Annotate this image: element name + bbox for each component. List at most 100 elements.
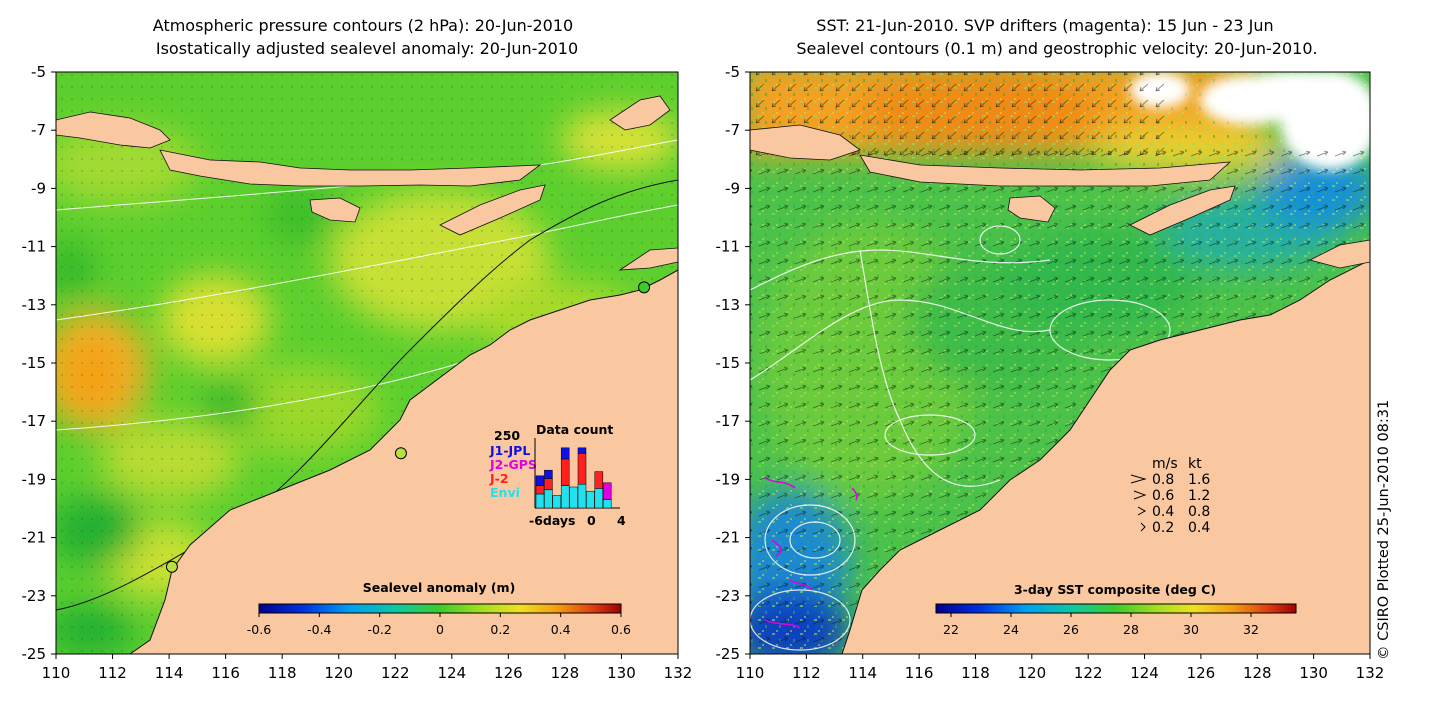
colorbar-tick-label: -0.4 — [307, 622, 331, 637]
colorbar-tick-label: 0.2 — [490, 622, 510, 637]
y-tick-label: -11 — [22, 238, 47, 256]
data-count-bar — [560, 447, 570, 460]
colorbar-tick-label: 30 — [1183, 622, 1199, 637]
y-tick-label: -13 — [716, 296, 741, 314]
x-tick-label: 114 — [848, 664, 877, 682]
sealevel-contours — [750, 225, 1171, 651]
y-tick-label: -23 — [716, 587, 741, 605]
data-count-legend-entry: J1-JPL — [489, 443, 530, 458]
sst-colorbar-ramp — [935, 603, 1297, 614]
y-tick-label: -21 — [22, 529, 47, 547]
east-island — [609, 95, 671, 131]
x-tick-label: 126 — [1187, 664, 1216, 682]
sealevel-colorbar-ticks: -0.6 -0.4 -0.2 0 0.2 0.4 0.6 — [247, 613, 631, 637]
sealevel-anomaly-panel: Atmospheric pressure contours (2 hPa): 2… — [22, 16, 693, 682]
svp-drifters — [764, 477, 858, 629]
x-tick-label: 112 — [792, 664, 821, 682]
tide-gauges — [165, 281, 651, 573]
y-tick-label: -9 — [31, 179, 46, 197]
sealevel-colorbar: Sealevel anomaly (m) -0.6 -0.4 -0.2 0 0.2 0.4… — [247, 580, 631, 637]
y-tick-label: -17 — [716, 412, 741, 430]
data-count-bar — [552, 495, 562, 509]
colorbar-tick-label: 24 — [1003, 622, 1019, 637]
data-count-legend-entry: J2-GPS — [489, 457, 537, 472]
data-count-bar — [577, 447, 587, 454]
y-tick-label: -19 — [716, 470, 741, 488]
data-count-bar — [586, 490, 595, 509]
data-count-bar — [544, 469, 553, 479]
velocity-key-kt: 1.6 — [1188, 472, 1210, 488]
colorbar-tick-label: -0.2 — [367, 622, 391, 637]
data-count-title: Data count — [536, 422, 613, 437]
data-count-ymax: 250 — [494, 428, 520, 443]
data-count-bar — [594, 471, 604, 489]
left-title-line1: Atmospheric pressure contours (2 hPa): 2… — [153, 16, 573, 35]
x-tick-label: 128 — [551, 664, 580, 682]
x-tick-label: 126 — [494, 664, 523, 682]
velocity-key-arrow — [1133, 490, 1147, 500]
data-count-bars — [535, 447, 612, 509]
x-tick-label: 114 — [155, 664, 184, 682]
timor-island — [439, 184, 546, 236]
sealevel-colorbar-ramp — [258, 603, 622, 614]
y-tick-label: -15 — [22, 354, 47, 372]
data-count-bar — [544, 489, 553, 509]
x-tick-label: 110 — [736, 664, 765, 682]
velocity-key-ms: 0.4 — [1152, 504, 1174, 520]
x-tick-label: 110 — [42, 664, 71, 682]
x-tick-label: 132 — [664, 664, 693, 682]
velocity-key-arrow — [1130, 474, 1147, 484]
x-tick-label: 124 — [437, 664, 466, 682]
velocity-key-kt: 0.4 — [1188, 520, 1210, 536]
x-tick-label: 118 — [268, 664, 297, 682]
y-tick-label: -25 — [716, 645, 741, 663]
bathymetry-contour — [56, 179, 678, 611]
data-count-bar — [602, 499, 612, 509]
colorbar-tick-label: -0.6 — [247, 622, 271, 637]
data-count-tick-4: 4 — [617, 513, 626, 528]
data-count-bar — [535, 485, 545, 495]
velocity-key: m/s kt 0.8 1.60.6 1.20.4 0.80.2 0.4 — [1130, 456, 1210, 536]
data-count-bar — [560, 458, 570, 486]
right-map — [750, 72, 1370, 654]
sst-colorbar-label: 3-day SST composite (deg C) — [1014, 582, 1216, 597]
right-java-island — [750, 124, 861, 161]
y-tick-label: -5 — [725, 63, 740, 81]
sumba-island — [309, 197, 361, 223]
data-count-tick-0: 0 — [587, 513, 596, 528]
data-count-bar — [535, 475, 545, 486]
x-tick-label: 130 — [1299, 664, 1328, 682]
x-tick-label: 130 — [607, 664, 636, 682]
right-sumba-island — [1007, 195, 1056, 223]
colorbar-tick-label: 0.6 — [611, 622, 631, 637]
data-count-bar — [594, 488, 604, 509]
data-count-legend-entry: J-2 — [489, 471, 509, 486]
velocity-key-kt: 0.8 — [1188, 504, 1210, 520]
y-tick-label: -5 — [31, 63, 46, 81]
right-y-axis: -5 -7 -9 -11 -13 -15 -17 -19 -21 -23 -25 — [716, 63, 750, 663]
sst-panel: SST: 21-Jun-2010. SVP drifters (magenta)… — [716, 16, 1385, 682]
data-count-bar — [544, 478, 553, 491]
velocity-key-kt: 1.2 — [1188, 488, 1210, 504]
right-title-line2: Sealevel contours (0.1 m) and geostrophi… — [796, 39, 1317, 58]
colorbar-tick-label: 0 — [436, 622, 444, 637]
x-tick-label: 128 — [1243, 664, 1272, 682]
x-tick-label: 116 — [905, 664, 934, 682]
velocity-key-ms: 0.8 — [1152, 472, 1174, 488]
y-tick-label: -9 — [725, 179, 740, 197]
sealevel-colorbar-label: Sealevel anomaly (m) — [363, 580, 516, 595]
left-title-line2: Isostatically adjusted sealevel anomaly:… — [156, 39, 578, 58]
x-tick-label: 116 — [211, 664, 240, 682]
data-count-bar — [602, 482, 612, 500]
colorbar-tick-label: 28 — [1123, 622, 1139, 637]
y-tick-label: -23 — [22, 587, 47, 605]
right-north-coast-land — [1308, 239, 1370, 269]
velocity-key-arrow — [1137, 506, 1147, 516]
right-x-axis: 110 112 114 116 118 120 122 124 126 128 130 132 — [736, 654, 1384, 682]
right-lesser-sunda-islands — [859, 154, 1232, 187]
data-count-bar — [560, 485, 570, 509]
lesser-sunda-islands — [159, 149, 542, 187]
sst-colorbar: 3-day SST composite (deg C) 22 24 26 28 30 32 — [935, 582, 1297, 637]
